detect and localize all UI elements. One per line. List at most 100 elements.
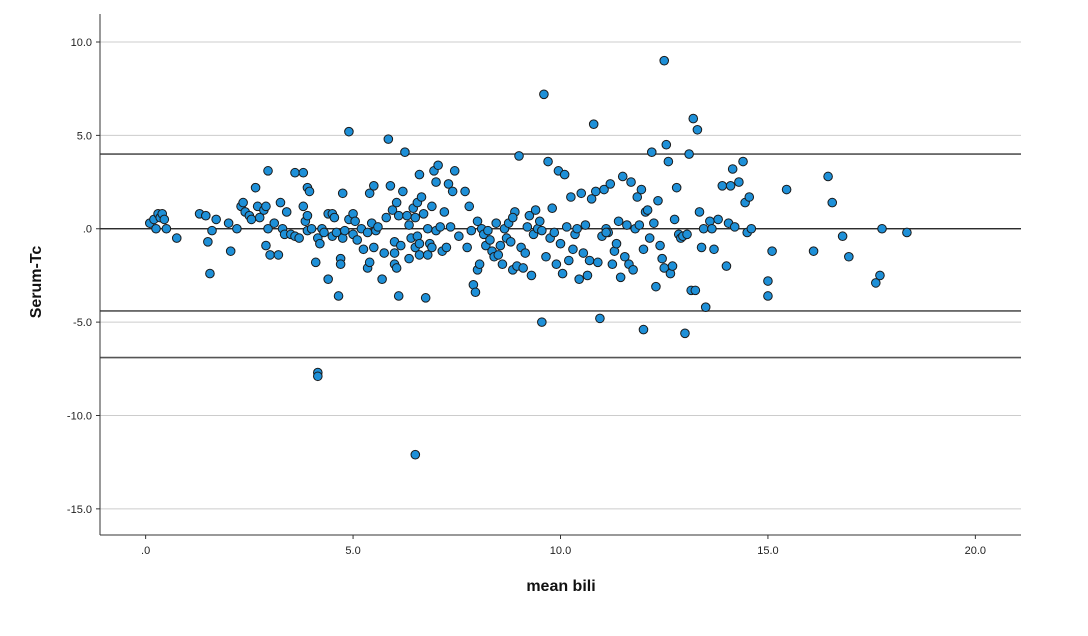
data-point-92	[389, 248, 400, 258]
data-point-213	[617, 171, 628, 182]
data-point-169	[526, 270, 537, 281]
x-axis-title: mean bili	[526, 578, 595, 595]
data-point-163	[514, 151, 524, 161]
data-point-181	[551, 259, 562, 270]
data-point-236	[661, 139, 672, 150]
data-point-13	[207, 225, 217, 236]
data-point-126	[435, 222, 445, 232]
data-point-287	[507, 212, 518, 223]
data-point-224	[638, 324, 649, 335]
data-point-101	[400, 147, 410, 157]
data-point-45	[302, 210, 313, 221]
data-point-123	[431, 177, 441, 187]
data-point-148	[483, 225, 493, 236]
data-point-63	[333, 291, 344, 301]
data-point-175	[539, 89, 549, 100]
data-point-246	[682, 229, 692, 240]
data-point-68	[339, 225, 350, 236]
data-point-262	[725, 180, 736, 191]
data-point-136	[460, 186, 470, 197]
data-point-86	[377, 274, 387, 284]
data-point-70	[344, 126, 354, 137]
data-point-50	[310, 257, 321, 268]
data-point-189	[568, 244, 578, 255]
data-point-8	[171, 233, 182, 243]
data-point-42	[298, 167, 309, 178]
data-point-230	[651, 281, 661, 292]
data-point-7	[161, 223, 172, 234]
data-point-22	[246, 214, 257, 225]
data-point-285	[601, 227, 611, 238]
data-point-202	[595, 313, 605, 324]
data-point-168	[524, 210, 535, 221]
data-point-188	[566, 192, 576, 202]
data-point-265	[734, 177, 744, 187]
data-point-180	[549, 227, 560, 238]
data-point-286	[537, 225, 547, 236]
data-point-133	[449, 166, 460, 176]
data-point-273	[767, 246, 777, 256]
y-tick-label-5: -15.0	[67, 504, 92, 516]
data-point-102	[402, 210, 412, 221]
data-point-226	[642, 205, 653, 215]
data-point-266	[738, 156, 748, 167]
data-point-272	[763, 291, 773, 301]
y-axis-title: Serum-Tc	[28, 246, 45, 319]
data-point-23	[250, 182, 261, 193]
data-point-276	[823, 171, 833, 182]
data-point-31	[263, 223, 273, 234]
data-point-171	[530, 205, 541, 215]
data-point-174	[537, 317, 547, 327]
data-point-28	[261, 240, 271, 251]
data-point-229	[649, 218, 659, 228]
data-point-117	[422, 250, 433, 260]
y-tick-label-0: 10.0	[71, 37, 92, 49]
data-point-228	[646, 147, 657, 157]
data-point-211	[613, 216, 624, 227]
data-point-241	[671, 182, 682, 193]
data-point-57	[323, 274, 333, 284]
data-point-65	[335, 259, 346, 270]
data-point-138	[464, 201, 475, 212]
data-point-15	[223, 218, 234, 228]
data-point-11	[203, 237, 213, 247]
data-point-14	[211, 214, 221, 225]
data-point-204	[599, 184, 609, 195]
data-point-177	[543, 156, 553, 167]
data-point-252	[694, 207, 705, 217]
data-point-43	[298, 201, 309, 212]
data-point-179	[547, 203, 558, 214]
data-point-237	[663, 156, 674, 167]
data-point-19	[238, 197, 248, 208]
data-point-114	[416, 192, 427, 202]
data-point-195	[580, 220, 591, 230]
data-point-27	[261, 201, 271, 212]
data-point-113	[414, 238, 425, 249]
data-point-41	[294, 233, 304, 243]
data-point-54	[319, 227, 329, 238]
data-point-191	[572, 223, 582, 234]
data-points	[144, 55, 912, 460]
data-point-173	[534, 216, 545, 227]
data-point-231	[653, 195, 663, 206]
data-point-52	[315, 238, 325, 249]
data-point-80	[364, 257, 375, 268]
data-point-274	[781, 184, 792, 195]
data-point-277	[827, 197, 838, 208]
data-point-255	[700, 302, 711, 312]
data-point-6	[151, 223, 161, 234]
data-point-275	[808, 246, 819, 256]
data-point-165	[518, 263, 528, 273]
data-point-232	[655, 240, 665, 251]
data-point-89	[383, 134, 394, 144]
data-point-270	[746, 223, 757, 234]
y-tick-label-4: -10.0	[67, 410, 92, 422]
data-point-56	[313, 371, 323, 382]
data-point-258	[713, 214, 723, 225]
data-point-135	[454, 231, 464, 242]
data-point-223	[638, 244, 649, 255]
data-point-192	[574, 274, 584, 284]
data-point-214	[620, 251, 630, 262]
data-point-247	[684, 149, 694, 159]
data-point-283	[902, 227, 912, 238]
